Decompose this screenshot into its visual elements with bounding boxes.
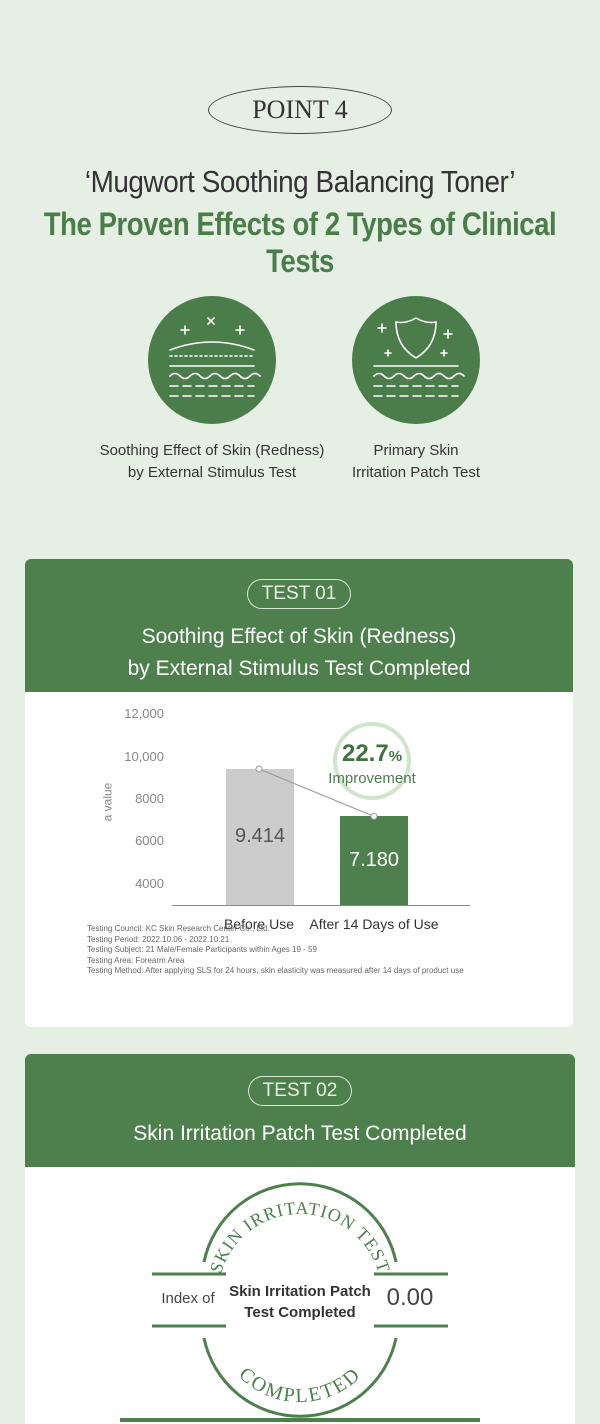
- note-line: Testing Area: Forearm Area: [87, 955, 185, 965]
- skin-shield-icon: [352, 296, 480, 424]
- feature-label-soothing: Soothing Effect of Skin (Redness) by Ext…: [97, 440, 327, 484]
- test-01-pill: TEST 01: [247, 579, 351, 609]
- improvement-number: 22.7: [341, 740, 389, 767]
- note-line: Testing Subject: 21 Male/Female Particip…: [87, 945, 317, 954]
- x-axis-line: [172, 905, 470, 906]
- note-line: Testing Method: After applying SLS for 2…: [87, 966, 464, 975]
- title-line: by External Stimulus Test Completed: [127, 657, 471, 680]
- feature-label-line: Irritation Patch Test: [351, 464, 481, 481]
- improvement-ring: [333, 722, 411, 800]
- note-line: Testing Council: KC Skin Research Center…: [87, 924, 270, 933]
- feature-label-line: by External Stimulus Test: [127, 464, 297, 481]
- test-02-card: TEST 02 Skin Irritation Patch Test Compl…: [25, 1054, 575, 1424]
- x-category-label: After 14 Days of Use: [309, 916, 439, 932]
- point-badge: POINT 4: [208, 86, 392, 134]
- test-02-title: Skin Irritation Patch Test Completed: [133, 1122, 467, 1145]
- test-02-pill: TEST 02: [248, 1076, 352, 1106]
- y-tick-label: 6000: [135, 833, 164, 849]
- feature-label-line: Primary Skin: [373, 442, 459, 459]
- y-tick-label: 10,000: [124, 748, 164, 764]
- y-tick-label: 8000: [135, 791, 164, 806]
- improvement-unit: %: [388, 748, 403, 765]
- test-01-title: Soothing Effect of Skin (Redness) by Ext…: [25, 621, 573, 685]
- note-line: Testing Period: 2022.10.06 - 2022.10.21: [87, 934, 230, 944]
- skin-soothing-icon: [148, 296, 276, 424]
- feature-label-patch: Primary Skin Irritation Patch Test: [301, 440, 531, 484]
- testing-notes: Testing Council: KC Skin Research Center…: [87, 924, 464, 977]
- title-line: Soothing Effect of Skin (Redness): [141, 625, 457, 648]
- improvement-value: 22.7%: [320, 740, 424, 768]
- index-value: 0.00: [386, 1284, 434, 1311]
- bar-value-label: 9.414: [234, 825, 286, 847]
- test-02-header: TEST 02 Skin Irritation Patch Test Compl…: [25, 1054, 575, 1167]
- feature-label-line: Soothing Effect of Skin (Redness): [99, 442, 325, 459]
- test-01-header: TEST 01 Soothing Effect of Skin (Redness…: [25, 559, 573, 692]
- seal-center-line: Skin Irritation Patch: [229, 1283, 371, 1300]
- y-tick-label: 12,000: [124, 706, 164, 722]
- x-category-label: Before Use: [223, 916, 295, 932]
- bar-after-14-days: 7.180: [340, 816, 408, 905]
- seal-center-text: Skin Irritation Patch Test Completed: [222, 1281, 378, 1323]
- y-tick-label: 4000: [135, 875, 164, 891]
- bar-value-label: 7.180: [348, 848, 400, 871]
- point-label: POINT 4: [252, 95, 348, 124]
- proven-headline: The Proven Effects of 2 Types of Clinica…: [43, 206, 557, 279]
- seal-center-line: Test Completed: [244, 1304, 356, 1321]
- improvement-label: Improvement: [328, 770, 416, 787]
- index-label: Index of: [161, 1290, 215, 1307]
- seal-bottom-text: COMPLETED: [235, 1363, 366, 1407]
- product-headline: ‘Mugwort Soothing Balancing Toner’: [84, 164, 516, 199]
